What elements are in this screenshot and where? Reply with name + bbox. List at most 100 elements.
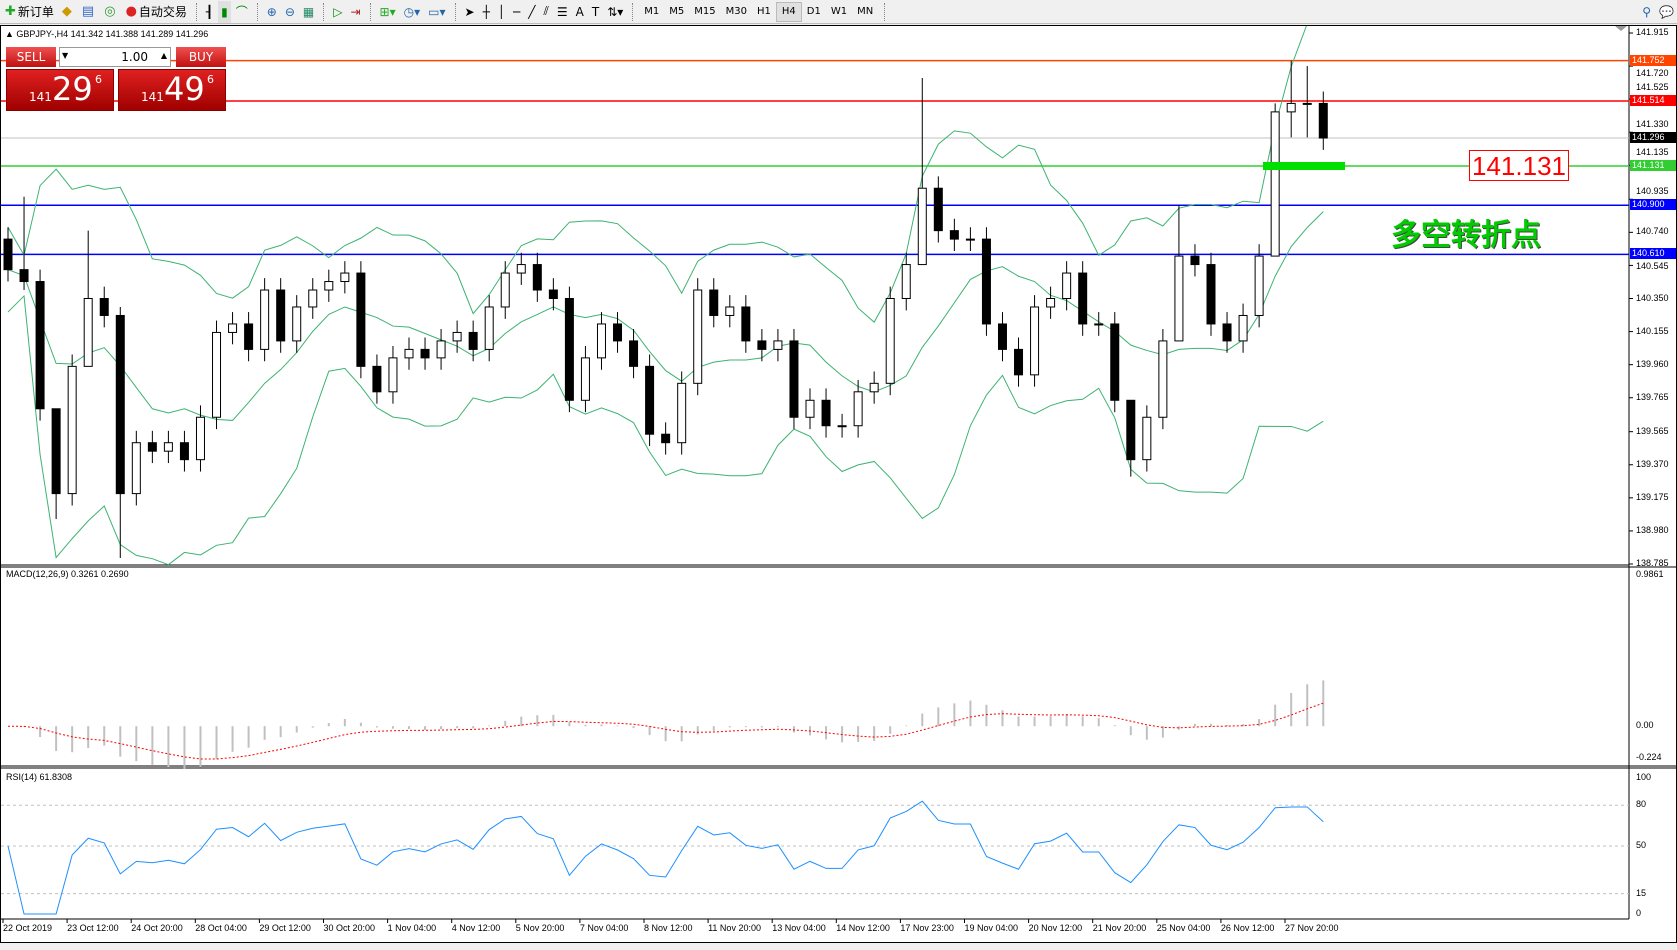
shift-marker-icon	[1615, 26, 1627, 31]
sell-price-button[interactable]: 141 29 6	[6, 69, 114, 111]
price-tick-label: 139.960	[1636, 358, 1669, 369]
bear-candle	[1318, 102, 1328, 139]
crosshair-icon: ┼	[482, 4, 490, 19]
macd-tick-label: -0.224	[1636, 752, 1662, 762]
periods-button[interactable]: ◷▾	[401, 1, 424, 23]
bull-candle	[452, 331, 462, 342]
chart-shift-icon: ⇥	[350, 4, 361, 19]
price-label-box[interactable]: 141.131	[1469, 150, 1569, 181]
bull-candle	[1174, 255, 1184, 342]
channel-icon: ⫽	[543, 4, 549, 18]
timeframe-m1[interactable]: M1	[644, 6, 660, 17]
bull-candle	[195, 416, 205, 461]
trendline-button[interactable]: ╱	[525, 1, 538, 23]
bear-candle	[1206, 264, 1216, 325]
fibonacci-button[interactable]: ☰	[554, 1, 571, 23]
rsi-tick-label: 50	[1636, 840, 1647, 850]
bull-candle	[516, 264, 526, 274]
annotation-text[interactable]: 多空转折点	[1391, 218, 1541, 253]
bull-candle	[596, 323, 606, 359]
candlestick-icon: ▮	[221, 4, 228, 19]
timeframe-w1[interactable]: W1	[830, 6, 848, 17]
bear-candle	[3, 238, 13, 271]
timeframe-h1[interactable]: H1	[756, 6, 771, 17]
bull-candle	[404, 348, 414, 359]
vertical-line-button[interactable]: │	[495, 1, 508, 23]
bull-candle	[965, 238, 975, 241]
time-label: 4 Nov 12:00	[451, 923, 501, 933]
line-chart-button[interactable]: ⌒	[233, 1, 251, 23]
signals-button[interactable]: ◎	[101, 1, 120, 23]
chat-button[interactable]: 💬	[1656, 1, 1677, 23]
auto-trading-button[interactable]: ● 自动交易	[125, 4, 187, 19]
timeframe-m5[interactable]: M5	[669, 6, 685, 17]
bull-candle	[837, 425, 847, 428]
time-label: 11 Nov 20:00	[708, 923, 761, 933]
chart-window[interactable]: ▲ GBPJPY-,H4 141.342 141.388 141.289 141…	[0, 25, 1677, 943]
text-label-button[interactable]: T	[589, 1, 602, 23]
bull-candle	[773, 340, 783, 350]
decrease-volume-button[interactable]: ▼	[62, 51, 69, 60]
cursor-button[interactable]: ➤	[462, 1, 478, 23]
bear-candle	[709, 289, 719, 316]
tile-windows-button[interactable]: ▦	[300, 1, 317, 23]
timeframe-m15[interactable]: M15	[694, 6, 716, 17]
zoom-out-button[interactable]: ⊖	[282, 1, 298, 23]
one-click-trading-panel: SELL ▼ 1.00 ▲ BUY 141 29 6 141 49 6	[6, 47, 226, 112]
time-label: 1 Nov 04:00	[387, 923, 437, 933]
buy-price-button[interactable]: 141 49 6	[118, 69, 226, 111]
volume-stepper[interactable]: ▼ 1.00 ▲	[59, 47, 171, 67]
bull-candle	[324, 281, 334, 291]
chart-shift-button[interactable]: ⇥	[347, 1, 363, 23]
bear-candle	[356, 272, 366, 367]
timeframe-d1[interactable]: D1	[806, 6, 821, 17]
price-line-label: 141.752	[1630, 54, 1676, 66]
bull-candle	[500, 272, 510, 308]
bull-candle	[163, 442, 173, 452]
zoom-in-button[interactable]: ⊕	[264, 1, 280, 23]
bull-candle	[1238, 314, 1248, 342]
price-line-label: 140.900	[1630, 199, 1676, 211]
bear-candle	[981, 238, 991, 325]
sell-button[interactable]: SELL	[6, 47, 56, 67]
new-order-button[interactable]: ✚ 新订单	[5, 4, 54, 19]
price-line-label: 141.514	[1630, 95, 1676, 107]
time-label: 27 Nov 20:00	[1285, 923, 1339, 933]
timeframe-mn[interactable]: MN	[857, 6, 874, 17]
crosshair-button[interactable]: ┼	[480, 1, 493, 23]
price-tick-label: 138.980	[1636, 524, 1669, 535]
time-label: 17 Nov 23:00	[900, 923, 954, 933]
bear-candle	[757, 340, 767, 350]
timeframe-m30[interactable]: M30	[725, 6, 747, 17]
chart-canvas[interactable]	[1, 26, 1677, 944]
horizontal-line-button[interactable]: ─	[510, 1, 523, 23]
arrows-button[interactable]: ⇅▾	[604, 1, 626, 23]
bear-candle	[1222, 323, 1232, 342]
bear-candle	[420, 348, 430, 359]
bull-candle	[1030, 306, 1040, 376]
autoscroll-button[interactable]: ▷	[330, 1, 345, 23]
bear-candle	[372, 365, 382, 393]
templates-button[interactable]: ▭▾	[425, 1, 448, 23]
autoscroll-icon: ▷	[333, 4, 343, 19]
search-button[interactable]: ⚲	[1639, 1, 1654, 23]
buy-button[interactable]: BUY	[176, 47, 226, 67]
bar-chart-button[interactable]: ┨	[203, 1, 216, 23]
timeframe-h4[interactable]: H4	[775, 1, 802, 22]
increase-volume-button[interactable]: ▲	[160, 51, 167, 60]
volume-input[interactable]: 1.00	[121, 50, 148, 64]
bear-candle	[115, 314, 125, 495]
market-watch-button[interactable]: ◆	[59, 1, 77, 23]
price-tick-label: 141.525	[1636, 82, 1669, 93]
bear-candle	[933, 187, 943, 232]
data-window-button[interactable]: ▤	[79, 1, 99, 23]
bear-candle	[276, 289, 286, 342]
bollinger-upper	[7, 26, 1307, 323]
candle-chart-button[interactable]: ▮	[218, 0, 231, 23]
indicators-button[interactable]: ⊞▾	[377, 1, 399, 23]
price-line-label: 140.610	[1630, 248, 1676, 260]
channel-button[interactable]: ⫽	[541, 1, 552, 23]
macd-label: MACD(12,26,9) 0.3261 0.2690	[6, 569, 129, 579]
template-icon: ▭▾	[428, 4, 446, 19]
text-button[interactable]: A	[573, 1, 587, 23]
